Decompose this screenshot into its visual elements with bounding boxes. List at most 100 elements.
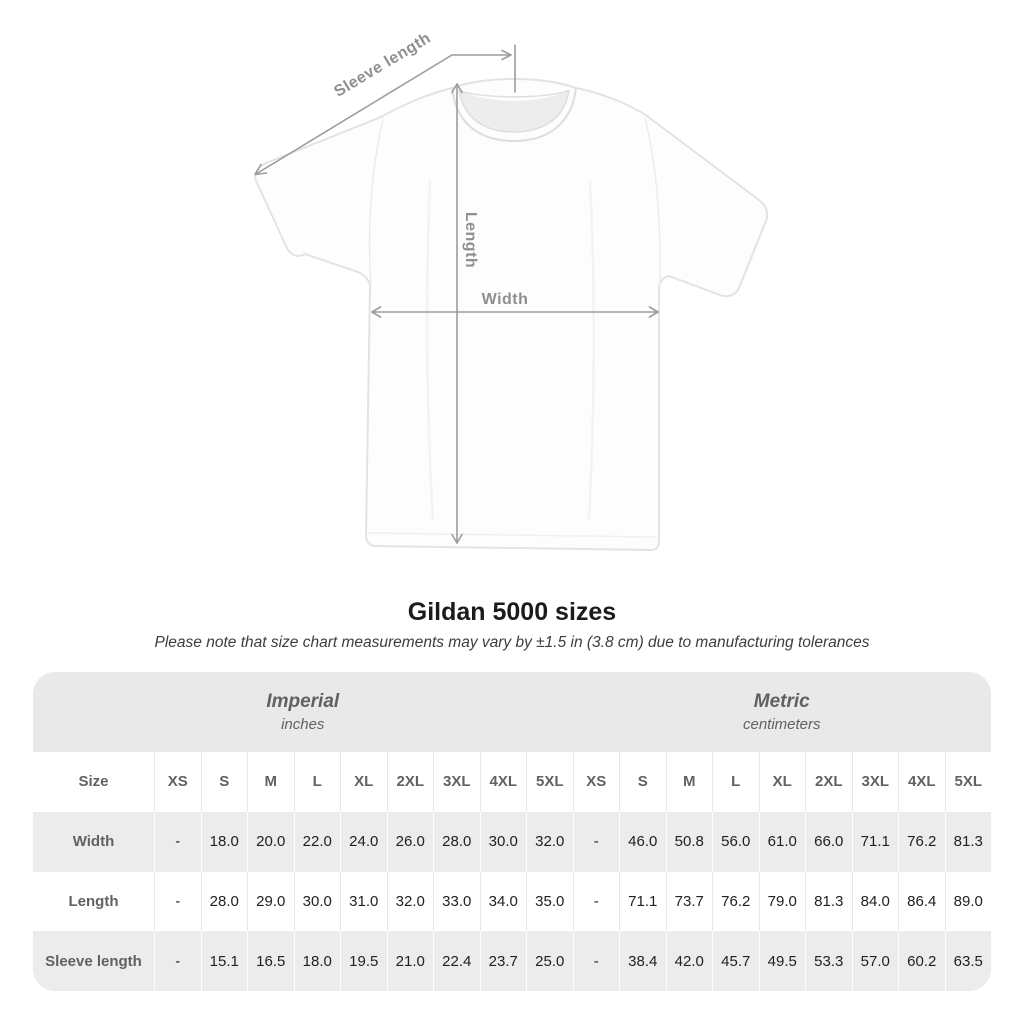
cell-length-imperial-4xl: 34.0: [479, 871, 526, 932]
row-label-width: Width: [33, 811, 154, 872]
column-header-metric-m: M: [665, 752, 712, 812]
cell-length-metric-xs: -: [572, 871, 619, 932]
cell-sleeve-length-imperial-2xl: 21.0: [386, 931, 433, 991]
cell-length-imperial-l: 30.0: [293, 871, 340, 932]
cell-sleeve-length-imperial-l: 18.0: [293, 931, 340, 991]
length-arrowhead-top: [451, 83, 463, 94]
cell-width-imperial-m: 20.0: [247, 811, 294, 872]
cell-length-metric-l: 76.2: [712, 871, 759, 932]
column-header-imperial-5xl: 5XL: [526, 752, 573, 812]
column-header-imperial-2xl: 2XL: [386, 752, 433, 812]
cell-width-metric-s: 46.0: [619, 811, 666, 872]
cell-width-metric-l: 56.0: [712, 811, 759, 872]
column-header-imperial-l: L: [293, 752, 340, 812]
unit-header-row: Imperial inches Metric centimeters: [33, 672, 991, 752]
left-sleeve-seam: [368, 118, 384, 286]
cell-width-metric-xs: -: [572, 811, 619, 872]
back-neck-line: [458, 89, 570, 98]
cell-sleeve-length-metric-3xl: 57.0: [851, 931, 898, 991]
cell-length-imperial-3xl: 33.0: [433, 871, 480, 932]
cell-sleeve-length-imperial-xs: -: [154, 931, 201, 991]
cell-sleeve-length-imperial-3xl: 22.4: [433, 931, 480, 991]
measurement-arrows: [254, 44, 659, 544]
column-header-metric-2xl: 2XL: [805, 752, 852, 812]
row-label-sleeve-length: Sleeve length: [33, 931, 154, 991]
cell-sleeve-length-metric-4xl: 60.2: [898, 931, 945, 991]
cell-length-metric-xl: 79.0: [758, 871, 805, 932]
cell-width-metric-xl: 61.0: [758, 811, 805, 872]
column-header-imperial-m: M: [247, 752, 294, 812]
cell-length-metric-5xl: 89.0: [944, 871, 991, 932]
width-label: Width: [482, 291, 529, 308]
cell-sleeve-length-imperial-m: 16.5: [247, 931, 294, 991]
sleeve-arrowhead-right: [501, 49, 512, 61]
cell-width-imperial-4xl: 30.0: [479, 811, 526, 872]
tshirt-measurement-diagram: Sleeve length Length Width: [254, 30, 769, 551]
tshirt-diagram-svg: Sleeve length Length Width: [254, 30, 769, 551]
imperial-header-group: Imperial inches: [33, 672, 573, 752]
cell-sleeve-length-imperial-s: 15.1: [200, 931, 247, 991]
column-header-metric-xl: XL: [758, 752, 805, 812]
collar-outer-line: [451, 87, 577, 143]
cell-sleeve-length-metric-l: 45.7: [712, 931, 759, 991]
cell-width-imperial-5xl: 32.0: [526, 811, 573, 872]
cell-length-imperial-m: 29.0: [247, 871, 294, 932]
cell-width-imperial-3xl: 28.0: [433, 811, 480, 872]
sleeve-length-label: Sleeve length: [331, 30, 434, 101]
page-title: Gildan 5000 sizes: [407, 598, 617, 626]
cell-length-imperial-2xl: 32.0: [386, 871, 433, 932]
cell-sleeve-length-metric-m: 42.0: [665, 931, 712, 991]
tshirt-outline: [254, 78, 769, 551]
column-header-metric-s: S: [619, 752, 666, 812]
column-header-imperial-s: S: [200, 752, 247, 812]
hem-seam: [367, 532, 658, 538]
column-header-metric-5xl: 5XL: [944, 752, 991, 812]
cell-width-imperial-xs: -: [154, 811, 201, 872]
cell-width-metric-4xl: 76.2: [898, 811, 945, 872]
cell-length-imperial-xl: 31.0: [340, 871, 387, 932]
collar-inner-line: [458, 89, 570, 133]
column-header-metric-4xl: 4XL: [898, 752, 945, 812]
metric-label: Metric: [753, 691, 810, 712]
tolerance-note: Please note that size chart measurements…: [154, 634, 870, 651]
right-sleeve-seam: [644, 117, 661, 287]
cell-length-metric-4xl: 86.4: [898, 871, 945, 932]
column-header-imperial-3xl: 3XL: [433, 752, 480, 812]
cell-sleeve-length-imperial-5xl: 25.0: [526, 931, 573, 991]
column-header-imperial-xs: XS: [154, 752, 201, 812]
cell-length-imperial-s: 28.0: [200, 871, 247, 932]
cell-width-imperial-xl: 24.0: [340, 811, 387, 872]
column-header-metric-3xl: 3XL: [851, 752, 898, 812]
cell-sleeve-length-metric-s: 38.4: [619, 931, 666, 991]
cell-length-metric-m: 73.7: [665, 871, 712, 932]
cell-width-imperial-s: 18.0: [200, 811, 247, 872]
size-table: Imperial inches Metric centimeters Size X…: [33, 672, 991, 991]
column-header-size: Size: [33, 752, 154, 812]
cell-width-metric-m: 50.8: [665, 811, 712, 872]
sleeve-arrow-diagonal: [255, 54, 453, 175]
imperial-label: Imperial: [266, 691, 340, 712]
cell-sleeve-length-metric-xs: -: [572, 931, 619, 991]
length-label: Length: [462, 212, 479, 268]
metric-header-group: Metric centimeters: [573, 672, 992, 752]
cell-sleeve-length-imperial-xl: 19.5: [340, 931, 387, 991]
cell-sleeve-length-metric-2xl: 53.3: [805, 931, 852, 991]
cell-length-metric-3xl: 84.0: [851, 871, 898, 932]
row-label-length: Length: [33, 871, 154, 932]
width-arrowhead-left: [371, 306, 382, 318]
cell-width-metric-3xl: 71.1: [851, 811, 898, 872]
length-arrowhead-bottom: [451, 533, 463, 544]
cell-length-metric-s: 71.1: [619, 871, 666, 932]
size-grid: Size XS S M L XL 2XL 3XL 4XL 5XL XS S M L XL 2XL 3XL 4XL 5…: [33, 752, 991, 991]
cell-width-imperial-l: 22.0: [293, 811, 340, 872]
column-header-imperial-4xl: 4XL: [479, 752, 526, 812]
cell-sleeve-length-metric-xl: 49.5: [758, 931, 805, 991]
column-header-metric-xs: XS: [572, 752, 619, 812]
fold-shade-left: [425, 179, 435, 521]
sleeve-arrowhead-left: [254, 163, 268, 176]
column-header-metric-l: L: [712, 752, 759, 812]
cell-sleeve-length-imperial-4xl: 23.7: [479, 931, 526, 991]
metric-unit-label: centimeters: [742, 716, 821, 733]
cell-length-imperial-xs: -: [154, 871, 201, 932]
collar-opening-shadow: [459, 90, 569, 132]
